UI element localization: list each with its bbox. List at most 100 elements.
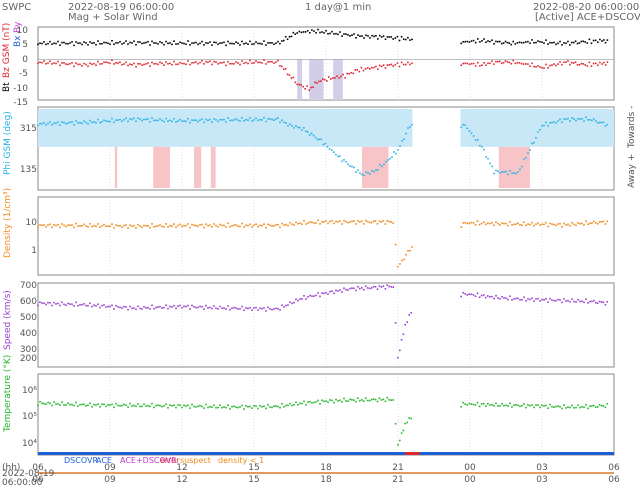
- point-density: [49, 223, 51, 226]
- point-bt: [506, 41, 509, 44]
- point-temperature: [231, 405, 233, 408]
- point-speed: [327, 293, 329, 295]
- point-temperature: [370, 398, 373, 401]
- point-density: [135, 227, 137, 229]
- point-bt: [209, 41, 211, 43]
- point-bt: [61, 41, 63, 44]
- point-bt: [239, 44, 241, 46]
- point-bz-gsm: [259, 61, 261, 64]
- point-density: [269, 224, 271, 226]
- point-bz-gsm: [292, 76, 295, 79]
- speed-tick: 400: [20, 329, 37, 339]
- point-density: [501, 222, 503, 224]
- point-temperature: [159, 404, 161, 407]
- point-bt: [498, 40, 501, 43]
- point-bz-gsm: [340, 75, 342, 78]
- point-phi-gsm: [466, 127, 469, 130]
- point-density: [351, 220, 353, 223]
- point-speed: [139, 307, 141, 310]
- point-phi-gsm: [53, 122, 55, 124]
- point-speed: [51, 304, 53, 307]
- point-density: [227, 222, 229, 225]
- point-temperature: [537, 404, 539, 406]
- point-density: [211, 226, 213, 228]
- point-phi-gsm: [377, 169, 379, 171]
- point-bz-gsm: [483, 61, 485, 64]
- point-phi-gsm: [61, 121, 63, 123]
- point-phi-gsm: [227, 117, 229, 119]
- point-temperature: [331, 399, 333, 402]
- point-temperature: [579, 406, 581, 409]
- point-bt: [294, 33, 297, 36]
- point-phi-gsm: [405, 132, 407, 135]
- point-density: [147, 225, 149, 227]
- point-temperature: [523, 403, 525, 405]
- point-phi-gsm: [565, 118, 567, 121]
- point-density: [101, 225, 103, 227]
- point-density: [474, 224, 477, 226]
- point-density: [279, 226, 281, 229]
- point-temperature: [243, 408, 245, 410]
- point-temperature: [117, 404, 119, 407]
- point-bz-gsm: [597, 64, 599, 67]
- point-speed: [135, 308, 137, 311]
- point-density: [315, 222, 317, 224]
- point-phi-gsm: [165, 117, 167, 120]
- speed-tick: 500: [20, 313, 37, 323]
- point-temperature: [151, 402, 153, 405]
- point-bz-gsm: [555, 64, 557, 67]
- point-bz-gsm: [183, 62, 185, 65]
- point-bt: [604, 41, 607, 44]
- point-bt: [516, 42, 519, 44]
- point-density: [563, 222, 565, 225]
- point-phi-gsm: [133, 117, 135, 120]
- point-bt: [115, 42, 117, 44]
- point-density: [405, 253, 407, 256]
- point-temperature: [555, 405, 557, 408]
- point-bz-gsm: [237, 62, 239, 64]
- point-speed: [376, 288, 379, 290]
- point-phi-gsm: [123, 118, 125, 121]
- point-bt: [269, 42, 271, 44]
- point-phi-gsm: [247, 119, 249, 122]
- point-bz-gsm: [113, 63, 115, 65]
- point-bz-gsm: [576, 64, 579, 66]
- point-phi-gsm: [559, 118, 561, 121]
- point-bt: [292, 31, 295, 34]
- point-bz-gsm: [73, 65, 75, 68]
- point-bz-gsm: [539, 66, 541, 68]
- point-density: [345, 220, 347, 223]
- point-speed: [533, 300, 535, 303]
- point-phi-gsm: [539, 128, 541, 131]
- point-temperature: [335, 398, 337, 401]
- point-temperature: [53, 401, 55, 403]
- point-phi-gsm: [589, 118, 591, 121]
- point-bt: [73, 44, 75, 47]
- point-speed: [368, 287, 371, 290]
- point-density: [99, 226, 101, 229]
- point-bz-gsm: [514, 62, 517, 65]
- point-phi-gsm: [131, 118, 133, 121]
- point-density: [604, 223, 607, 225]
- point-bt: [141, 42, 143, 45]
- point-bt: [191, 42, 193, 44]
- point-phi-gsm: [39, 122, 41, 125]
- point-density: [349, 221, 351, 223]
- point-bz-gsm: [300, 84, 302, 86]
- point-speed: [71, 303, 73, 306]
- point-density: [75, 222, 77, 225]
- point-speed: [402, 333, 405, 336]
- point-bt: [87, 44, 89, 46]
- point-temperature: [77, 405, 79, 408]
- point-bt: [41, 42, 43, 45]
- point-temperature: [115, 402, 117, 405]
- point-bt: [398, 39, 401, 42]
- point-bt: [481, 40, 483, 42]
- point-bz-gsm: [308, 89, 310, 92]
- point-phi-gsm: [379, 164, 381, 166]
- point-bt: [85, 42, 87, 44]
- point-temperature: [402, 429, 405, 432]
- point-phi-gsm: [209, 118, 211, 121]
- point-bz-gsm: [37, 62, 39, 65]
- point-bz-gsm: [267, 61, 269, 63]
